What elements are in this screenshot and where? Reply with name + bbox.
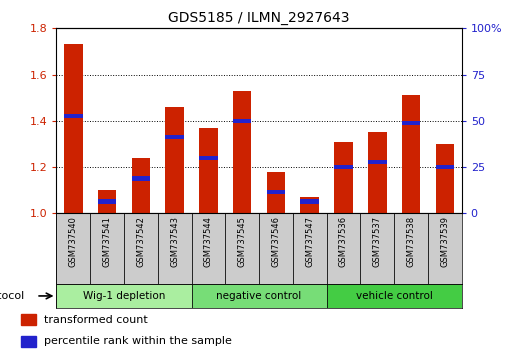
- Bar: [225, 213, 259, 284]
- Bar: [334, 142, 353, 213]
- Bar: [56, 213, 90, 284]
- Bar: [327, 284, 462, 308]
- Bar: [402, 121, 420, 125]
- Bar: [334, 165, 353, 169]
- Bar: [21, 314, 36, 325]
- Bar: [90, 213, 124, 284]
- Bar: [98, 200, 116, 204]
- Text: Wig-1 depletion: Wig-1 depletion: [83, 291, 165, 301]
- Bar: [21, 336, 36, 347]
- Text: GSM737544: GSM737544: [204, 216, 213, 267]
- Bar: [98, 190, 116, 213]
- Bar: [394, 213, 428, 284]
- Text: vehicle control: vehicle control: [356, 291, 432, 301]
- Bar: [267, 172, 285, 213]
- Text: GSM737542: GSM737542: [136, 216, 145, 267]
- Text: GSM737540: GSM737540: [69, 216, 78, 267]
- Bar: [368, 160, 387, 164]
- Bar: [191, 284, 327, 308]
- Text: negative control: negative control: [216, 291, 302, 301]
- Bar: [233, 119, 251, 123]
- Bar: [191, 213, 225, 284]
- Bar: [293, 213, 327, 284]
- Title: GDS5185 / ILMN_2927643: GDS5185 / ILMN_2927643: [168, 11, 350, 24]
- Bar: [267, 190, 285, 194]
- Bar: [327, 213, 360, 284]
- Bar: [165, 107, 184, 213]
- Bar: [64, 45, 83, 213]
- Text: GSM737547: GSM737547: [305, 216, 314, 267]
- Text: transformed count: transformed count: [44, 315, 147, 325]
- Bar: [436, 144, 454, 213]
- Text: GSM737537: GSM737537: [373, 216, 382, 267]
- Bar: [301, 200, 319, 204]
- Text: GSM737541: GSM737541: [103, 216, 112, 267]
- Text: GSM737545: GSM737545: [238, 216, 247, 267]
- Text: GSM737546: GSM737546: [271, 216, 281, 267]
- Text: percentile rank within the sample: percentile rank within the sample: [44, 336, 231, 346]
- Bar: [131, 176, 150, 181]
- Bar: [56, 284, 191, 308]
- Text: protocol: protocol: [0, 291, 24, 301]
- Bar: [233, 91, 251, 213]
- Bar: [402, 95, 420, 213]
- Bar: [360, 213, 394, 284]
- Bar: [436, 165, 454, 169]
- Bar: [368, 132, 387, 213]
- Bar: [199, 156, 218, 160]
- Bar: [259, 213, 293, 284]
- Bar: [64, 114, 83, 118]
- Bar: [131, 158, 150, 213]
- Bar: [301, 197, 319, 213]
- Bar: [157, 213, 191, 284]
- Bar: [124, 213, 158, 284]
- Text: GSM737536: GSM737536: [339, 216, 348, 267]
- Bar: [165, 135, 184, 139]
- Text: GSM737543: GSM737543: [170, 216, 179, 267]
- Bar: [428, 213, 462, 284]
- Text: GSM737538: GSM737538: [406, 216, 416, 267]
- Bar: [199, 128, 218, 213]
- Text: GSM737539: GSM737539: [440, 216, 449, 267]
